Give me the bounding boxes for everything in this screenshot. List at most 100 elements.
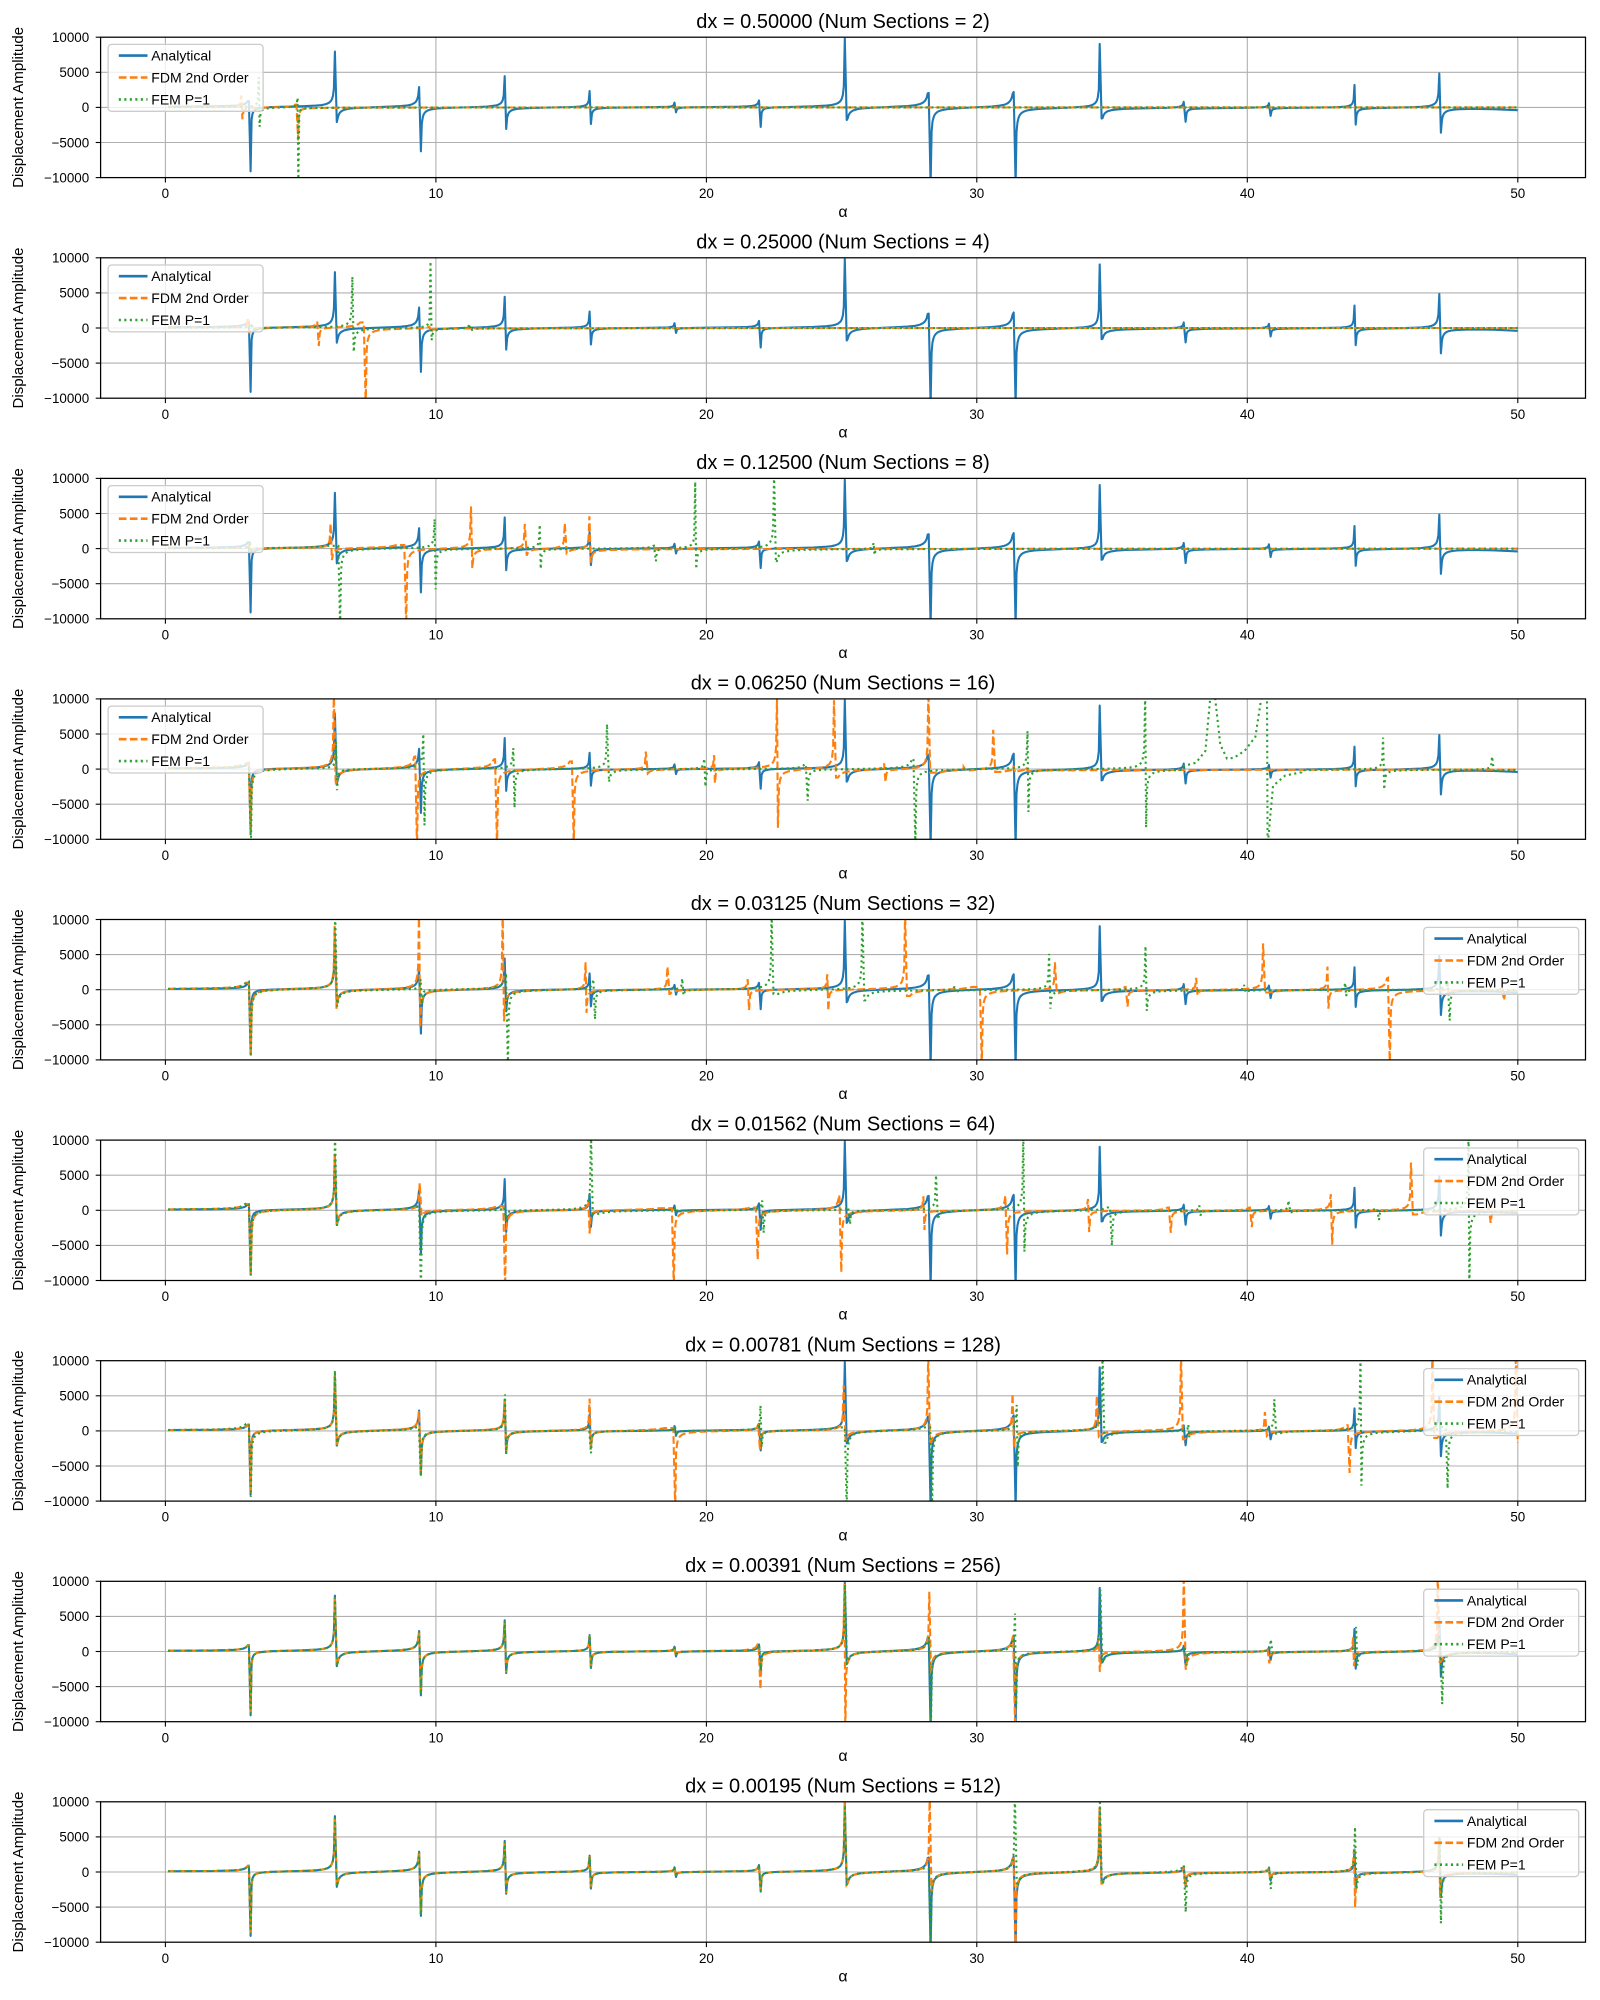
svg-text:α: α xyxy=(838,866,847,883)
svg-text:−5000: −5000 xyxy=(52,1679,90,1694)
svg-text:30: 30 xyxy=(969,407,984,422)
svg-text:10: 10 xyxy=(428,1730,443,1745)
svg-text:20: 20 xyxy=(699,1069,714,1084)
svg-text:0: 0 xyxy=(82,321,89,336)
svg-text:FEM P=1: FEM P=1 xyxy=(1467,1636,1526,1652)
svg-text:FEM P=1: FEM P=1 xyxy=(151,533,210,549)
svg-text:dx = 0.00391 (Num Sections = 2: dx = 0.00391 (Num Sections = 256) xyxy=(685,1555,1001,1577)
svg-text:α: α xyxy=(838,204,847,221)
svg-text:Analytical: Analytical xyxy=(151,268,211,284)
svg-text:FDM 2nd Order: FDM 2nd Order xyxy=(1467,1835,1565,1851)
svg-text:dx = 0.00781 (Num Sections = 1: dx = 0.00781 (Num Sections = 128) xyxy=(685,1334,1001,1356)
svg-text:40: 40 xyxy=(1240,407,1255,422)
svg-text:Analytical: Analytical xyxy=(151,709,211,725)
svg-text:30: 30 xyxy=(969,1289,984,1304)
svg-text:dx = 0.25000 (Num Sections = 4: dx = 0.25000 (Num Sections = 4) xyxy=(696,231,990,253)
svg-text:FEM P=1: FEM P=1 xyxy=(1467,1195,1526,1211)
svg-text:0: 0 xyxy=(82,1424,89,1439)
svg-text:−10000: −10000 xyxy=(44,1053,89,1068)
svg-text:40: 40 xyxy=(1240,848,1255,863)
svg-text:−10000: −10000 xyxy=(44,391,89,406)
svg-text:Displacement Amplitude: Displacement Amplitude xyxy=(10,689,27,850)
svg-text:0: 0 xyxy=(82,1203,89,1218)
svg-text:30: 30 xyxy=(969,1730,984,1745)
svg-text:5000: 5000 xyxy=(59,286,89,301)
svg-text:10: 10 xyxy=(428,186,443,201)
svg-text:10: 10 xyxy=(428,848,443,863)
svg-text:FEM P=1: FEM P=1 xyxy=(151,312,210,328)
svg-text:0: 0 xyxy=(162,627,169,642)
svg-text:50: 50 xyxy=(1510,186,1525,201)
svg-text:0: 0 xyxy=(82,100,89,115)
svg-text:Analytical: Analytical xyxy=(151,48,211,64)
svg-text:Analytical: Analytical xyxy=(1467,931,1527,947)
svg-text:20: 20 xyxy=(699,1510,714,1525)
svg-text:30: 30 xyxy=(969,848,984,863)
svg-text:Analytical: Analytical xyxy=(1467,1372,1527,1388)
svg-text:10: 10 xyxy=(428,627,443,642)
svg-text:Displacement Amplitude: Displacement Amplitude xyxy=(10,1571,27,1732)
svg-text:FEM P=1: FEM P=1 xyxy=(1467,1416,1526,1432)
svg-text:50: 50 xyxy=(1510,1951,1525,1966)
svg-text:α: α xyxy=(838,1748,847,1765)
svg-text:Displacement Amplitude: Displacement Amplitude xyxy=(10,1792,27,1953)
svg-text:5000: 5000 xyxy=(59,1830,89,1845)
svg-text:FDM 2nd Order: FDM 2nd Order xyxy=(1467,952,1565,968)
svg-text:−5000: −5000 xyxy=(52,577,90,592)
svg-text:FEM P=1: FEM P=1 xyxy=(1467,1857,1526,1873)
svg-text:FDM 2nd Order: FDM 2nd Order xyxy=(151,731,249,747)
svg-text:5000: 5000 xyxy=(59,506,89,521)
svg-text:50: 50 xyxy=(1510,848,1525,863)
svg-text:10: 10 xyxy=(428,1951,443,1966)
svg-text:10000: 10000 xyxy=(52,1133,89,1148)
svg-text:α: α xyxy=(838,424,847,441)
svg-text:40: 40 xyxy=(1240,1289,1255,1304)
svg-text:10000: 10000 xyxy=(52,1574,89,1589)
svg-text:10000: 10000 xyxy=(52,912,89,927)
svg-text:FEM P=1: FEM P=1 xyxy=(151,91,210,107)
svg-text:FDM 2nd Order: FDM 2nd Order xyxy=(1467,1394,1565,1410)
svg-text:40: 40 xyxy=(1240,1510,1255,1525)
svg-text:5000: 5000 xyxy=(59,65,89,80)
svg-text:30: 30 xyxy=(969,186,984,201)
svg-text:Displacement Amplitude: Displacement Amplitude xyxy=(10,909,27,1070)
svg-text:Analytical: Analytical xyxy=(1467,1813,1527,1829)
svg-text:Displacement Amplitude: Displacement Amplitude xyxy=(10,1350,27,1511)
svg-text:FEM P=1: FEM P=1 xyxy=(151,753,210,769)
svg-text:20: 20 xyxy=(699,1730,714,1745)
svg-text:dx = 0.00195 (Num Sections = 5: dx = 0.00195 (Num Sections = 512) xyxy=(685,1775,1001,1797)
svg-text:−5000: −5000 xyxy=(52,1018,90,1033)
svg-text:0: 0 xyxy=(162,848,169,863)
svg-text:10: 10 xyxy=(428,1289,443,1304)
svg-text:0: 0 xyxy=(162,1951,169,1966)
svg-text:α: α xyxy=(838,645,847,662)
svg-text:−10000: −10000 xyxy=(44,1494,89,1509)
svg-text:10000: 10000 xyxy=(52,471,89,486)
svg-text:50: 50 xyxy=(1510,407,1525,422)
svg-text:−10000: −10000 xyxy=(44,1715,89,1730)
svg-text:α: α xyxy=(838,1968,847,1985)
svg-text:5000: 5000 xyxy=(59,1168,89,1183)
svg-text:20: 20 xyxy=(699,627,714,642)
svg-text:dx = 0.06250 (Num Sections = 1: dx = 0.06250 (Num Sections = 16) xyxy=(691,673,996,695)
svg-text:50: 50 xyxy=(1510,1730,1525,1745)
svg-text:20: 20 xyxy=(699,1951,714,1966)
svg-text:dx = 0.50000 (Num Sections = 2: dx = 0.50000 (Num Sections = 2) xyxy=(696,11,990,33)
svg-text:−10000: −10000 xyxy=(44,1935,89,1950)
svg-text:Displacement Amplitude: Displacement Amplitude xyxy=(10,1130,27,1291)
svg-text:0: 0 xyxy=(162,1510,169,1525)
svg-text:α: α xyxy=(838,1086,847,1103)
svg-text:dx = 0.03125 (Num Sections = 3: dx = 0.03125 (Num Sections = 32) xyxy=(691,893,996,915)
svg-text:Displacement Amplitude: Displacement Amplitude xyxy=(10,468,27,629)
svg-text:−10000: −10000 xyxy=(44,612,89,627)
svg-text:0: 0 xyxy=(162,186,169,201)
svg-text:0: 0 xyxy=(82,1644,89,1659)
svg-text:−5000: −5000 xyxy=(52,797,90,812)
svg-text:5000: 5000 xyxy=(59,1389,89,1404)
svg-text:20: 20 xyxy=(699,848,714,863)
svg-text:50: 50 xyxy=(1510,627,1525,642)
svg-text:−10000: −10000 xyxy=(44,832,89,847)
svg-text:30: 30 xyxy=(969,1069,984,1084)
svg-text:40: 40 xyxy=(1240,1069,1255,1084)
svg-text:Displacement Amplitude: Displacement Amplitude xyxy=(10,27,27,188)
